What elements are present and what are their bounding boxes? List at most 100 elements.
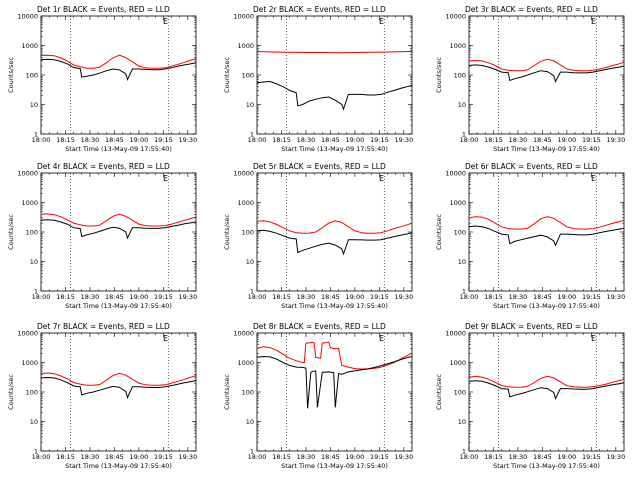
chart-5-xtick-label: 18:15 (272, 293, 291, 301)
chart-5-ytick-label: 10000 (233, 170, 254, 178)
chart-5-xtick-label: 18:00 (248, 293, 267, 301)
chart-6-ytick-label: 10000 (445, 170, 466, 178)
chart-7-xtick-label: 18:45 (105, 453, 124, 461)
chart-7-xtick-label: 19:30 (178, 453, 197, 461)
chart-8-title: Det 8r BLACK = Events, RED = LLD (253, 322, 386, 331)
chart-5-ytick-label: 10 (246, 258, 254, 266)
chart-5-xtick-label: 18:30 (297, 293, 316, 301)
chart-1-ytick-label: 100 (26, 72, 38, 80)
chart-5-ytick-label: 1000 (237, 199, 254, 207)
chart-1-frame (40, 15, 197, 135)
chart-9-marker-label: E (591, 334, 596, 343)
chart-3-xtick-label: 18:00 (460, 136, 479, 144)
chart-4-ytick-label: 100 (26, 229, 38, 237)
chart-1-xtick-label: 18:45 (105, 136, 124, 144)
chart-7-ytick-label: 100 (26, 389, 38, 397)
chart-7-ytick-label: 1000 (21, 359, 38, 367)
chart-6-xtick-label: 18:30 (509, 293, 528, 301)
chart-2-xlabel: Start Time (13-May-09 17:55:40) (281, 145, 388, 153)
chart-7-xtick-label: 19:15 (154, 453, 173, 461)
chart-3-xtick-label: 19:00 (558, 136, 577, 144)
chart-5-xlabel: Start Time (13-May-09 17:55:40) (281, 302, 388, 310)
chart-3-ytick-label: 100 (454, 72, 466, 80)
chart-7-frame (40, 332, 197, 452)
chart-1-ytick-label: 1 (34, 131, 38, 139)
chart-3-ylabel: Counts/sec (435, 57, 443, 93)
chart-4-series-red-lld (40, 213, 197, 227)
chart-9-xtick-label: 18:45 (533, 453, 552, 461)
chart-1-series-black-events (40, 58, 197, 82)
chart-1-xtick-label: 19:00 (130, 136, 149, 144)
chart-8-xtick-label: 18:15 (272, 453, 291, 461)
chart-2-ytick-label: 10000 (233, 13, 254, 21)
chart-3-series-black-events (468, 64, 625, 83)
chart-1-xtick-label: 18:00 (32, 136, 51, 144)
chart-6-ytick-label: 10 (458, 258, 466, 266)
chart-8-ytick-label: 1000 (237, 359, 254, 367)
chart-9-xtick-label: 18:15 (484, 453, 503, 461)
chart-9-title: Det 9r BLACK = Events, RED = LLD (465, 322, 598, 331)
chart-5-title: Det 5r BLACK = Events, RED = LLD (253, 162, 386, 171)
chart-5-xtick-label: 19:30 (394, 293, 413, 301)
chart-1-marker-label: E (163, 17, 168, 26)
chart-4-xtick-label: 18:00 (32, 293, 51, 301)
chart-5-marker-label: E (379, 174, 384, 183)
chart-7-title: Det 7r BLACK = Events, RED = LLD (37, 322, 170, 331)
chart-8-xtick-label: 18:00 (248, 453, 267, 461)
chart-1-xlabel: Start Time (13-May-09 17:55:40) (65, 145, 172, 153)
chart-6-marker-label: E (591, 174, 596, 183)
chart-5-series-black-events (256, 229, 413, 256)
chart-4-title: Det 4r BLACK = Events, RED = LLD (37, 162, 170, 171)
chart-8-xtick-label: 19:15 (370, 453, 389, 461)
chart-8-ytick-label: 100 (242, 389, 254, 397)
chart-2-marker-label: E (379, 17, 384, 26)
chart-4-ytick-label: 1 (34, 288, 38, 296)
chart-1-ytick-label: 10000 (17, 13, 38, 21)
chart-2-ytick-label: 100 (242, 72, 254, 80)
chart-8-xtick-label: 19:00 (346, 453, 365, 461)
chart-2-xtick-label: 19:15 (370, 136, 389, 144)
chart-4-xlabel: Start Time (13-May-09 17:55:40) (65, 302, 172, 310)
chart-4-xtick-label: 18:45 (105, 293, 124, 301)
chart-6-ytick-label: 1 (462, 288, 466, 296)
chart-2-ytick-label: 10 (246, 101, 254, 109)
chart-3-ytick-label: 1000 (449, 42, 466, 50)
chart-1-title: Det 1r BLACK = Events, RED = LLD (37, 5, 170, 14)
chart-9-xtick-label: 19:30 (606, 453, 625, 461)
chart-4-ytick-label: 1000 (21, 199, 38, 207)
chart-8-xlabel: Start Time (13-May-09 17:55:40) (281, 462, 388, 470)
chart-3-xtick-label: 18:15 (484, 136, 503, 144)
chart-6-series-red-lld (468, 216, 625, 230)
chart-3-marker-label: E (591, 17, 596, 26)
chart-1-series-red-lld (40, 54, 197, 69)
chart-6-xtick-label: 18:00 (460, 293, 479, 301)
chart-6-xtick-label: 18:15 (484, 293, 503, 301)
chart-3-series-red-lld (468, 58, 625, 72)
chart-1-ylabel: Counts/sec (7, 57, 15, 93)
chart-1-xtick-label: 19:15 (154, 136, 173, 144)
chart-4-xtick-label: 19:15 (154, 293, 173, 301)
chart-3-xtick-label: 19:30 (606, 136, 625, 144)
chart-5-ylabel: Counts/sec (223, 214, 231, 250)
chart-9-xtick-label: 18:00 (460, 453, 479, 461)
chart-8-marker-label: E (379, 334, 384, 343)
chart-6-ytick-label: 1000 (449, 199, 466, 207)
chart-1-ytick-label: 1000 (21, 42, 38, 50)
chart-2-title: Det 2r BLACK = Events, RED = LLD (253, 5, 386, 14)
chart-7-ytick-label: 10 (30, 418, 38, 426)
chart-8-ytick-label: 10 (246, 418, 254, 426)
chart-8-ytick-label: 1 (250, 448, 254, 456)
chart-8-xtick-label: 19:30 (394, 453, 413, 461)
chart-2-xtick-label: 18:00 (248, 136, 267, 144)
chart-1-xtick-label: 18:30 (81, 136, 100, 144)
chart-4-ytick-label: 10 (30, 258, 38, 266)
chart-4-xtick-label: 19:00 (130, 293, 149, 301)
chart-9-xtick-label: 19:15 (582, 453, 601, 461)
chart-9-series-red-lld (468, 375, 625, 388)
chart-4-xtick-label: 18:30 (81, 293, 100, 301)
chart-7-xtick-label: 18:15 (56, 453, 75, 461)
chart-9-ytick-label: 10000 (445, 330, 466, 338)
chart-2-xtick-label: 18:45 (321, 136, 340, 144)
chart-8-ylabel: Counts/sec (223, 374, 231, 410)
